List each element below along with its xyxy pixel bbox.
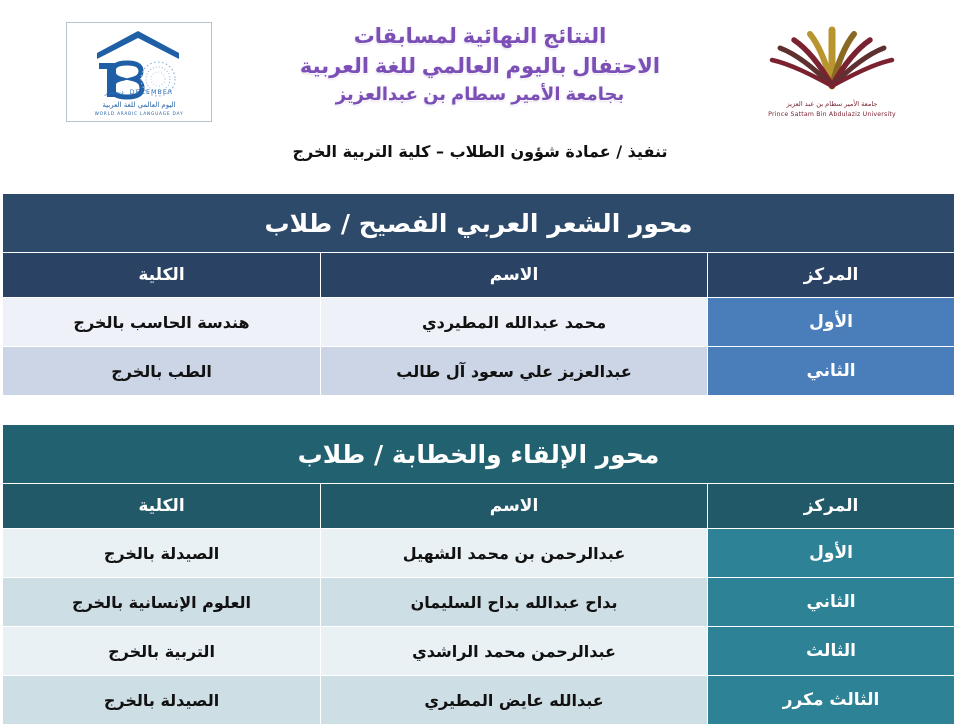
column-header-name: الاسم: [320, 252, 709, 298]
table-row: الثاني عبدالعزيز علي سعود آل طالب الطب ب…: [1, 346, 956, 396]
column-header-faculty: الكلية: [1, 252, 322, 298]
table-row: الأول محمد عبدالله المطيردي هندسة الحاسب…: [1, 297, 956, 347]
cell-faculty: هندسة الحاسب بالخرج: [1, 297, 322, 347]
cell-rank: الأول: [707, 297, 956, 347]
table-row: الثالث مكرر عبدالله عايض المطيري الصيدلة…: [1, 675, 956, 725]
wald-logo-graphic: [97, 31, 179, 100]
cell-rank: الأول: [707, 528, 956, 578]
cell-faculty: الصيدلة بالخرج: [1, 528, 322, 578]
subtitle: تنفيذ / عمادة شؤون الطلاب – كلية التربية…: [292, 142, 668, 161]
cell-faculty: الطب بالخرج: [1, 346, 322, 396]
psu-name-ar: جامعة الأمير سطام بن عبد العزيز: [786, 100, 878, 108]
cell-name: عبدالرحمن محمد الراشدي: [320, 626, 709, 676]
cell-name: محمد عبدالله المطيردي: [320, 297, 709, 347]
cell-rank: الثالث: [707, 626, 956, 676]
document-header: DECEMBER ديسمبر اليوم العالمي للغة العرب…: [0, 0, 960, 186]
column-header-rank: المركز: [707, 252, 956, 298]
table-header-row: المركز الاسم الكلية: [1, 252, 956, 298]
cell-faculty: العلوم الإنسانية بالخرج: [1, 577, 322, 627]
cell-name: عبدالعزيز علي سعود آل طالب: [320, 346, 709, 396]
wald-logo-date: DECEMBER ديسمبر: [104, 89, 174, 96]
title-line-3: بجامعة الأمير سطام بن عبدالعزيز: [335, 83, 625, 104]
psu-logo-graphic: [769, 26, 895, 90]
table-title: محور الإلقاء والخطابة / طلاب: [1, 424, 956, 484]
table-title-row: محور الإلقاء والخطابة / طلاب: [1, 424, 956, 484]
table-row: الأول عبدالرحمن بن محمد الشهيل الصيدلة ب…: [1, 528, 956, 578]
title-line-1: النتائج النهائية لمسابقات: [353, 25, 607, 48]
world-arabic-language-day-logo: DECEMBER ديسمبر اليوم العالمي للغة العرب…: [66, 22, 212, 122]
cell-name: عبدالرحمن بن محمد الشهيل: [320, 528, 709, 578]
table-title: محور الشعر العربي الفصيح / طلاب: [1, 193, 956, 253]
psu-name-en: Prince Sattam Bin Abdulaziz University: [768, 111, 896, 118]
cell-name: بداح عبدالله بداح السليمان: [320, 577, 709, 627]
cell-rank: الثاني: [707, 346, 956, 396]
column-header-faculty: الكلية: [1, 483, 322, 529]
cell-rank: الثاني: [707, 577, 956, 627]
cell-faculty: التربية بالخرج: [1, 626, 322, 676]
wald-logo-caption-en: WORLD ARABIC LANGUAGE DAY: [94, 112, 184, 117]
column-header-rank: المركز: [707, 483, 956, 529]
table-row: الثالث عبدالرحمن محمد الراشدي التربية با…: [1, 626, 956, 676]
table-title-row: محور الشعر العربي الفصيح / طلاب: [1, 193, 956, 253]
prince-sattam-university-logo: جامعة الأمير سطام بن عبد العزيز Prince S…: [752, 20, 912, 124]
results-table-speech: محور الإلقاء والخطابة / طلاب المركز الاس…: [1, 424, 956, 725]
cell-faculty: الصيدلة بالخرج: [1, 675, 322, 725]
cell-rank: الثالث مكرر: [707, 675, 956, 725]
title-line-2: الاحتفال باليوم العالمي للغة العربية: [299, 54, 661, 78]
column-header-name: الاسم: [320, 483, 709, 529]
wald-logo-caption-ar: اليوم العالمي للغة العربية: [102, 101, 176, 109]
table-row: الثاني بداح عبدالله بداح السليمان العلوم…: [1, 577, 956, 627]
table-header-row: المركز الاسم الكلية: [1, 483, 956, 529]
page-title: النتائج النهائية لمسابقات الاحتفال باليو…: [215, 22, 745, 107]
results-table-poetry: محور الشعر العربي الفصيح / طلاب المركز ا…: [1, 193, 956, 396]
cell-name: عبدالله عايض المطيري: [320, 675, 709, 725]
